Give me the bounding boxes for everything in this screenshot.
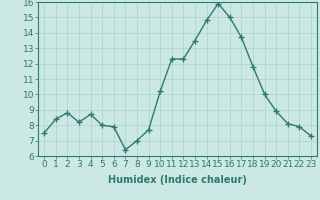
X-axis label: Humidex (Indice chaleur): Humidex (Indice chaleur) <box>108 175 247 185</box>
